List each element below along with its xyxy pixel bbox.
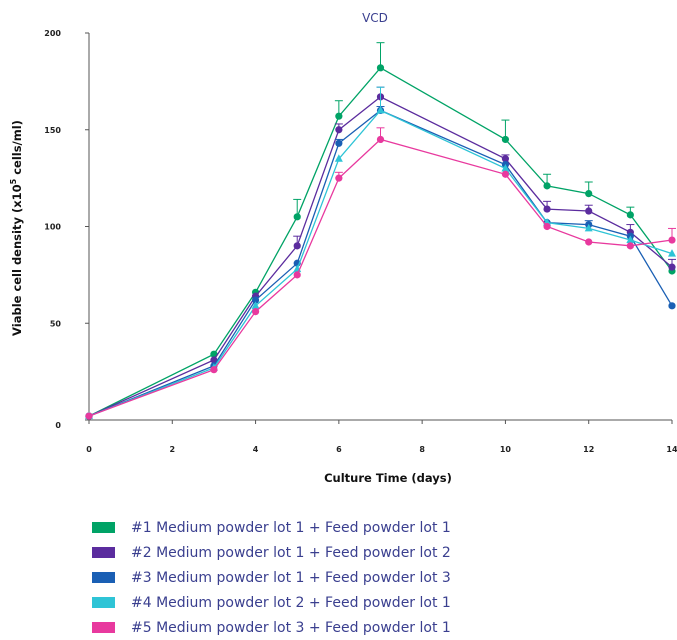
data-point <box>585 207 593 215</box>
x-tick-label: 8 <box>419 445 425 454</box>
data-point <box>585 238 593 246</box>
x-tick-label: 6 <box>336 445 342 454</box>
data-point <box>626 235 635 244</box>
legend-item: #5 Medium powder lot 3 + Feed powder lot… <box>92 615 451 640</box>
data-point <box>501 163 510 172</box>
y-axis-label-main: Viable cell density (x10 <box>10 184 24 336</box>
y-tick-label: 50 <box>50 319 62 328</box>
data-point <box>293 213 301 221</box>
data-point <box>668 236 676 244</box>
data-point <box>584 223 593 232</box>
data-point <box>334 154 343 162</box>
legend-item: #3 Medium powder lot 1 + Feed powder lot… <box>92 565 451 590</box>
chart-title: VCD <box>362 11 388 25</box>
data-point <box>335 174 343 182</box>
legend-label: #2 Medium powder lot 1 + Feed powder lot… <box>131 544 451 561</box>
data-point <box>293 242 301 250</box>
legend-swatch <box>92 522 115 533</box>
x-tick-label: 2 <box>169 445 175 454</box>
data-point <box>210 366 218 374</box>
data-point <box>85 412 93 420</box>
y-tick-label: 150 <box>44 126 61 135</box>
x-tick-label: 10 <box>500 445 512 454</box>
data-point <box>543 222 551 231</box>
legend-item: #4 Medium powder lot 2 + Feed powder lot… <box>92 590 451 615</box>
data-point <box>335 139 343 147</box>
data-point <box>335 112 343 120</box>
data-point <box>668 302 676 310</box>
x-tick-label: 4 <box>253 445 259 454</box>
data-point <box>668 263 676 271</box>
data-point <box>543 182 551 190</box>
data-point <box>210 350 218 358</box>
series-line <box>88 66 673 417</box>
data-point <box>543 205 551 213</box>
legend-label: #3 Medium powder lot 1 + Feed powder lot… <box>131 569 451 586</box>
data-point <box>293 271 301 279</box>
x-axis-label: Culture Time (days) <box>324 471 452 485</box>
data-point <box>501 155 510 163</box>
series-line <box>88 96 673 417</box>
legend-item: #2 Medium powder lot 1 + Feed powder lot… <box>92 540 451 565</box>
series-3 <box>85 106 676 420</box>
series-line <box>88 138 673 417</box>
legend-label: #4 Medium powder lot 2 + Feed powder lot… <box>131 594 451 611</box>
data-point <box>251 308 260 316</box>
legend-label: #5 Medium powder lot 3 + Feed powder lot… <box>131 619 451 636</box>
legend-label: #1 Medium powder lot 1 + Feed powder lot… <box>131 519 451 536</box>
data-point <box>335 126 343 134</box>
data-point <box>251 301 260 309</box>
data-point <box>376 105 385 114</box>
series-layer <box>85 42 676 420</box>
y-tick-label: 100 <box>44 223 61 232</box>
x-tick-label: 0 <box>86 445 92 454</box>
x-tick-label: 12 <box>583 445 594 454</box>
legend-swatch <box>92 572 115 583</box>
data-point <box>668 249 676 257</box>
data-point <box>501 135 510 144</box>
axis-ticks: 0 50 100 150 200 0 2 4 6 8 10 12 14 <box>44 29 677 454</box>
data-point <box>501 170 510 178</box>
legend-swatch <box>92 547 115 558</box>
legend-item: #1 Medium powder lot 1 + Feed powder lot… <box>92 515 451 540</box>
y-axis-label: Viable cell density (x105 cells/ml) <box>9 120 24 336</box>
legend-swatch <box>92 597 115 608</box>
data-point <box>585 190 593 198</box>
legend-swatch <box>92 622 115 633</box>
series-5 <box>85 127 676 420</box>
legend: #1 Medium powder lot 1 + Feed powder lot… <box>92 515 451 640</box>
series-line <box>88 109 673 417</box>
data-point <box>376 64 385 72</box>
data-point <box>626 242 634 250</box>
data-point <box>376 135 385 144</box>
data-point <box>251 296 260 304</box>
y-axis-label-sup: 5 <box>9 178 18 184</box>
line-chart: VCD 0 50 100 150 200 0 2 4 6 8 10 12 14 Culture Time… <box>9 11 677 485</box>
data-point <box>626 211 634 219</box>
x-tick-label: 14 <box>666 445 677 454</box>
y-axis-label-end: cells/ml) <box>10 120 24 179</box>
series-line <box>88 109 673 417</box>
y-tick-label: 200 <box>44 29 61 38</box>
y-tick-label: 0 <box>55 421 61 430</box>
